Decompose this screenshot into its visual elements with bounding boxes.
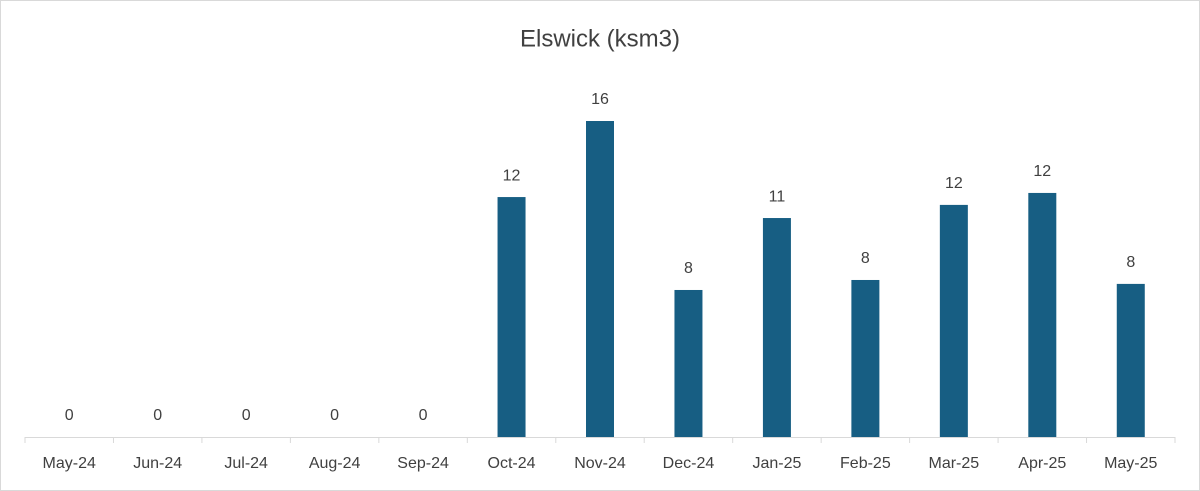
bar — [939, 204, 968, 437]
data-label: 0 — [242, 407, 251, 424]
x-tick-label: May-24 — [43, 455, 96, 472]
chart-title: Elswick (ksm3) — [520, 25, 680, 52]
x-tick-label: Jun-24 — [133, 455, 182, 472]
data-label: 16 — [591, 91, 609, 108]
data-label: 8 — [1126, 254, 1135, 271]
x-tick-label: Oct-24 — [488, 455, 536, 472]
x-tick-label: Aug-24 — [309, 455, 361, 472]
x-tick-label: Sep-24 — [397, 455, 449, 472]
bar — [851, 279, 880, 437]
data-label: 0 — [65, 407, 74, 424]
bar — [1116, 283, 1145, 437]
data-label: 0 — [153, 407, 162, 424]
data-label: 11 — [769, 188, 786, 205]
data-label: 8 — [861, 250, 870, 267]
x-tick-label: Nov-24 — [574, 455, 626, 472]
data-label: 0 — [419, 407, 428, 424]
x-tick-label: Dec-24 — [663, 455, 715, 472]
bar — [586, 121, 614, 437]
x-tick-label: Mar-25 — [929, 455, 980, 472]
data-label: 12 — [503, 167, 521, 184]
x-tick-label: May-25 — [1104, 455, 1157, 472]
x-tick-label: Jul-24 — [224, 455, 268, 472]
bar — [497, 197, 526, 437]
data-label: 8 — [684, 260, 693, 277]
bar — [674, 289, 703, 437]
data-label: 12 — [1033, 163, 1051, 180]
data-label: 12 — [945, 175, 963, 192]
x-tick-label: Jan-25 — [752, 455, 801, 472]
x-tick-label: Feb-25 — [840, 455, 891, 472]
bar — [762, 218, 791, 437]
bar — [1028, 192, 1057, 437]
data-label: 0 — [330, 407, 339, 424]
x-tick-label: Apr-25 — [1018, 455, 1066, 472]
